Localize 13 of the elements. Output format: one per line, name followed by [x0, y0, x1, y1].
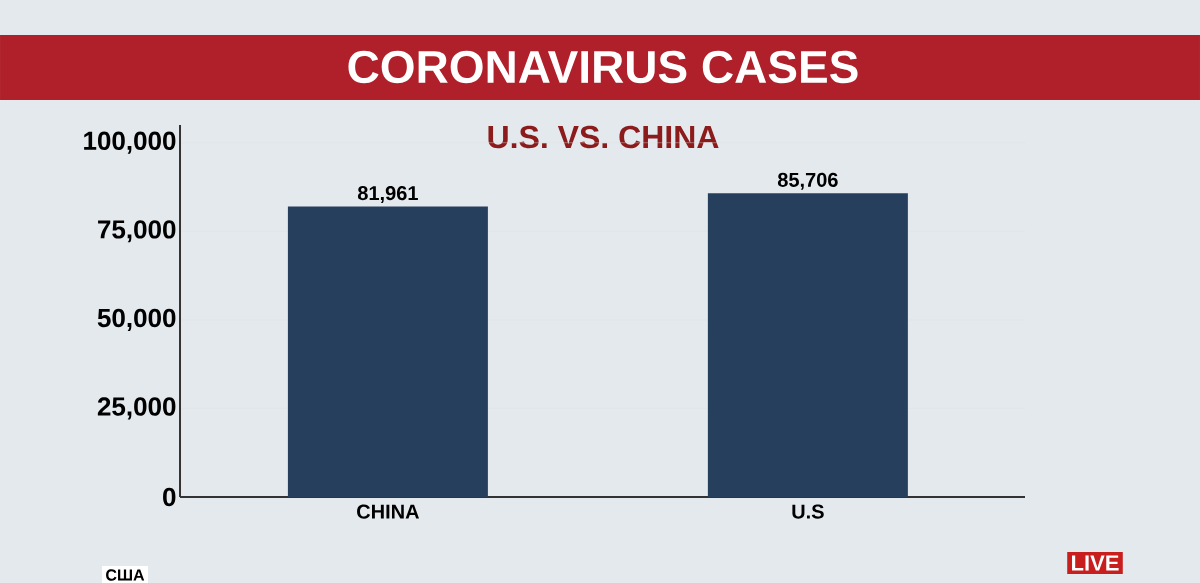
- chart-title: CORONAVIRUS CASES: [348, 50, 858, 84]
- data-label: 81,961: [357, 186, 418, 204]
- y-tick-label: 100,000: [84, 131, 176, 154]
- x-tick-label: U.S: [792, 504, 824, 519]
- chart-subtitle: U.S. VS. CHINA: [488, 125, 719, 149]
- y-tick-label: 25,000: [97, 397, 176, 420]
- x-tick-label: CHINA: [357, 504, 420, 519]
- y-tick-label: 75,000: [98, 220, 176, 243]
- y-tick-label: 50,000: [97, 308, 176, 331]
- data-label: 85,706: [777, 172, 838, 190]
- text: LIVE: [1072, 555, 1119, 571]
- y-tick-label: 0: [163, 487, 176, 507]
- text: США: [106, 569, 145, 581]
